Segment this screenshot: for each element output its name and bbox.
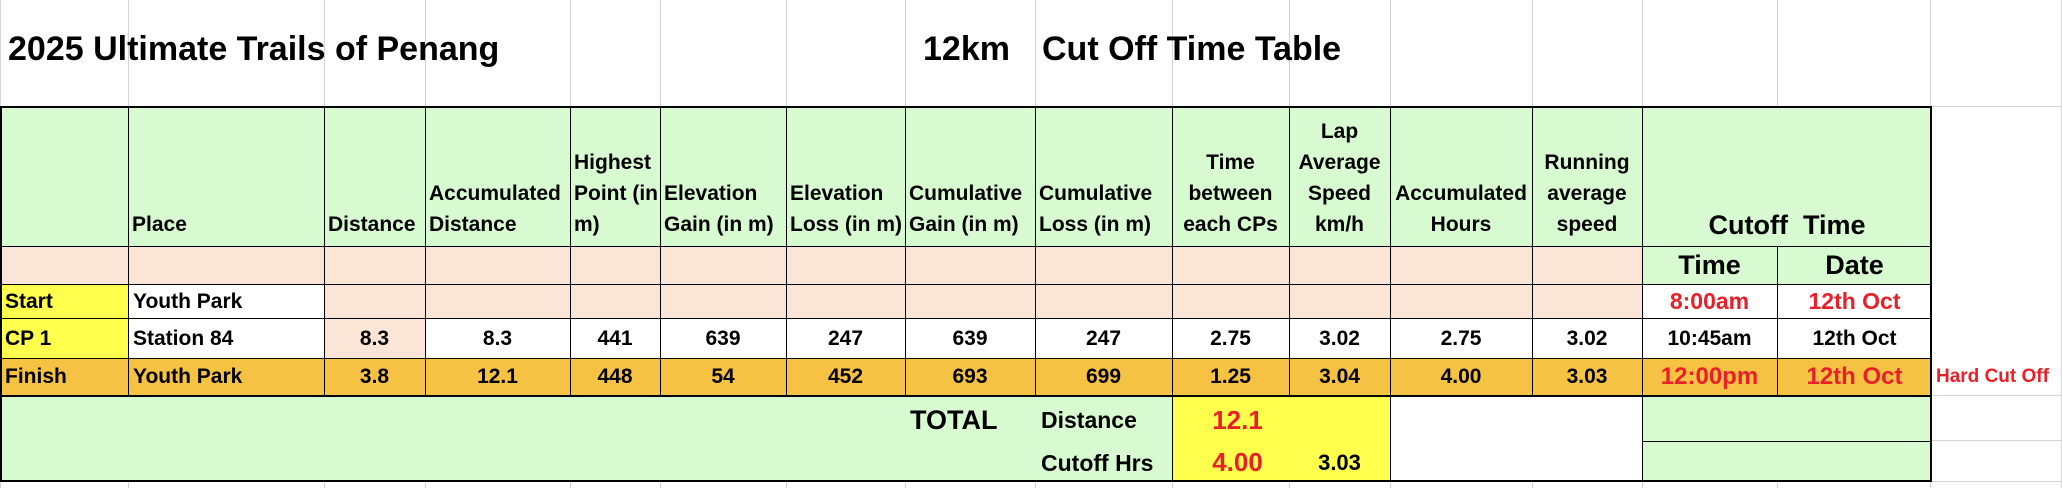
row-place-start: Youth Park xyxy=(133,289,243,313)
time-date-header-bg xyxy=(1642,246,1932,284)
header-highest-point: Highest Point (in m) xyxy=(574,151,658,236)
row-time-finish: 12:00pm xyxy=(1660,363,1759,390)
row-place-cp1: Station 84 xyxy=(133,326,234,350)
row-distance-cp1: 8.3 xyxy=(359,326,390,350)
row-time-between-cp1: 2.75 xyxy=(1210,326,1251,350)
blank-header-row xyxy=(0,246,1642,284)
row-cum-gain-finish: 693 xyxy=(952,365,988,388)
table-border xyxy=(0,106,1932,482)
row-date-cp1: 12th Oct xyxy=(1812,326,1897,350)
header-cumulative-gain: Cumulative Gain (in m) xyxy=(909,182,1023,236)
row-highest-cp1: 441 xyxy=(597,326,633,350)
distance-title: 12km xyxy=(923,30,1010,68)
row-date-start: 12th Oct xyxy=(1808,288,1901,314)
total-cutoff-label: Cutoff Hrs xyxy=(1041,450,1154,476)
row-cum-loss-finish: 699 xyxy=(1085,365,1122,388)
total-distance-value: 12.1 xyxy=(1212,404,1263,435)
header-elevation-gain: Elevation Gain (in m) xyxy=(664,182,774,236)
header-time: Time xyxy=(1678,250,1741,280)
row-acc-distance-cp1: 8.3 xyxy=(482,326,513,350)
row-loss-cp1: 247 xyxy=(827,326,864,350)
header-date: Date xyxy=(1825,250,1884,280)
row-label-finish: Finish xyxy=(5,365,67,388)
start-row-bg xyxy=(324,284,1642,318)
row-time-between-finish: 1.25 xyxy=(1210,365,1251,388)
cp1-label-bg xyxy=(0,318,128,358)
row-lap-speed-finish: 3.04 xyxy=(1319,365,1360,388)
row-highest-finish: 448 xyxy=(597,365,633,388)
sheet-title: 2025 Ultimate Trails of Penang xyxy=(8,30,500,68)
total-values-bg xyxy=(1172,395,1390,482)
total-blank-bg xyxy=(1390,395,1642,482)
total-cutoff-value: 4.00 xyxy=(1212,446,1263,477)
row-label-cp1: CP 1 xyxy=(5,326,52,350)
row-time-start: 8:00am xyxy=(1669,288,1750,314)
total-distance-label: Distance xyxy=(1041,407,1137,433)
row-place-finish: Youth Park xyxy=(133,365,243,388)
table-title: Cut Off Time Table xyxy=(1042,30,1342,68)
header-band xyxy=(0,107,1932,246)
row-gain-cp1: 639 xyxy=(705,326,741,350)
row-cum-gain-cp1: 639 xyxy=(952,326,988,350)
row-acc-distance-finish: 12.1 xyxy=(477,365,518,388)
row-run-speed-cp1: 3.02 xyxy=(1566,326,1608,350)
header-running-speed: Running average speed xyxy=(1544,151,1630,236)
header-cutoff-time: Cutoff Time xyxy=(1708,209,1866,240)
row-acc-hours-cp1: 2.75 xyxy=(1440,326,1482,350)
row-acc-hours-finish: 4.00 xyxy=(1440,365,1482,388)
row-lap-speed-cp1: 3.02 xyxy=(1319,326,1360,350)
finish-row-bg xyxy=(0,358,1932,395)
start-label-bg xyxy=(0,284,128,318)
row-label-start: Start xyxy=(5,289,53,313)
header-elevation-loss: Elevation Loss (in m) xyxy=(790,182,903,236)
total-label: TOTAL xyxy=(910,405,998,435)
row-distance-finish: 3.8 xyxy=(359,365,390,388)
row-time-cp1: 10:45am xyxy=(1667,326,1752,350)
row-date-finish: 12th Oct xyxy=(1806,363,1903,390)
header-lap-speed: Lap Average Speed km/h xyxy=(1298,120,1381,236)
header-accumulated-distance: Accumulated Distance xyxy=(429,182,561,236)
header-place: Place xyxy=(132,213,187,236)
header-time-between: Time between each CPs xyxy=(1183,151,1278,236)
total-speed-value: 3.03 xyxy=(1318,450,1361,475)
header-accumulated-hours: Accumulated Hours xyxy=(1395,182,1527,236)
hard-cutoff-note: Hard Cut Off xyxy=(1936,366,2049,387)
row-run-speed-finish: 3.03 xyxy=(1566,365,1608,388)
header-cumulative-loss: Cumulative Loss (in m) xyxy=(1039,182,1153,236)
row-gain-finish: 54 xyxy=(711,365,735,388)
cp1-distance-bg xyxy=(324,318,425,358)
row-loss-finish: 452 xyxy=(827,365,864,388)
row-cum-loss-cp1: 247 xyxy=(1085,326,1122,350)
header-distance: Distance xyxy=(328,213,416,236)
